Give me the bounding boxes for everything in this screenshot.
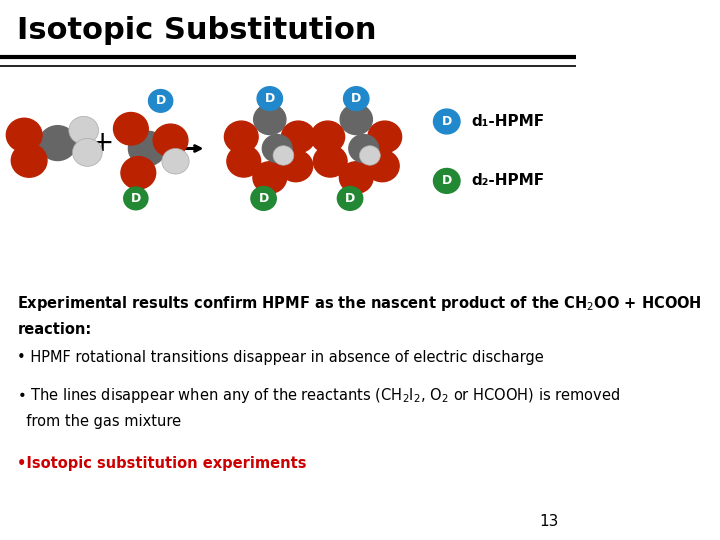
Circle shape [282, 121, 315, 153]
Circle shape [69, 117, 99, 144]
Text: D: D [441, 174, 452, 187]
Text: from the gas mixture: from the gas mixture [17, 414, 181, 429]
Circle shape [339, 162, 373, 193]
Text: +: + [91, 129, 114, 157]
Circle shape [262, 134, 292, 163]
Text: Experimental results confirm HPMF as the nascent product of the CH$_2$OO + HCOOH: Experimental results confirm HPMF as the… [17, 294, 702, 313]
Circle shape [227, 145, 261, 177]
Circle shape [343, 87, 369, 111]
Circle shape [148, 90, 173, 112]
Text: D: D [131, 192, 141, 205]
Circle shape [433, 168, 460, 193]
Circle shape [348, 134, 379, 163]
Circle shape [253, 162, 287, 193]
Circle shape [114, 112, 148, 145]
Circle shape [433, 109, 460, 134]
Circle shape [366, 150, 399, 181]
Text: • The lines disappear when any of the reactants (CH$_2$I$_2$, O$_2$ or HCOOH) is: • The lines disappear when any of the re… [17, 386, 621, 405]
Circle shape [128, 131, 166, 166]
Circle shape [311, 121, 345, 153]
Circle shape [253, 104, 286, 134]
Circle shape [162, 148, 189, 174]
Circle shape [251, 186, 276, 210]
Circle shape [39, 126, 76, 160]
Text: D: D [441, 115, 452, 128]
Text: d₁-HPMF: d₁-HPMF [471, 114, 544, 129]
Circle shape [279, 150, 312, 181]
Text: •Isotopic substitution experiments: •Isotopic substitution experiments [17, 456, 307, 471]
Circle shape [273, 146, 294, 165]
Circle shape [359, 146, 380, 165]
Text: D: D [156, 94, 166, 107]
Text: • HPMF rotational transitions disappear in absence of electric discharge: • HPMF rotational transitions disappear … [17, 350, 544, 365]
Circle shape [6, 118, 42, 152]
Text: 13: 13 [540, 514, 559, 529]
Circle shape [225, 121, 258, 153]
Circle shape [257, 87, 282, 111]
Circle shape [12, 144, 47, 177]
Circle shape [313, 145, 347, 177]
Circle shape [153, 124, 188, 157]
Circle shape [73, 138, 102, 166]
Circle shape [340, 104, 372, 134]
Circle shape [368, 121, 402, 153]
Circle shape [124, 187, 148, 210]
Text: d₂-HPMF: d₂-HPMF [471, 173, 544, 188]
Text: D: D [345, 192, 355, 205]
Text: D: D [265, 92, 275, 105]
Text: Isotopic Substitution: Isotopic Substitution [17, 16, 377, 45]
Text: D: D [258, 192, 269, 205]
Text: reaction:: reaction: [17, 322, 91, 338]
Text: D: D [351, 92, 361, 105]
Circle shape [121, 157, 156, 189]
Circle shape [338, 186, 363, 210]
